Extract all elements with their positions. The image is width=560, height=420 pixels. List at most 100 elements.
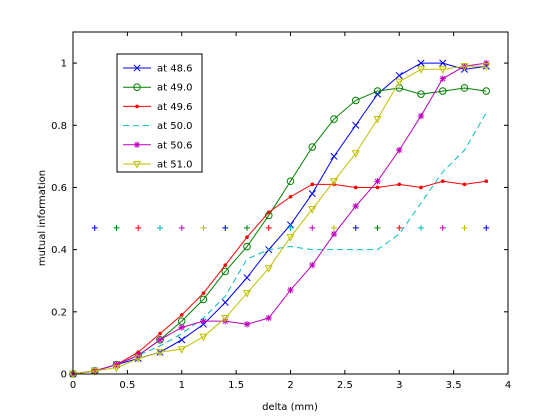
plus-marker bbox=[374, 224, 381, 231]
data-point bbox=[221, 267, 230, 276]
y-tick-label: 0.6 bbox=[51, 183, 67, 194]
legend-label: at 49.0 bbox=[157, 83, 193, 94]
data-point bbox=[353, 185, 358, 190]
data-point bbox=[373, 87, 382, 95]
data-point bbox=[460, 63, 469, 71]
data-point bbox=[352, 121, 360, 129]
series-3 bbox=[72, 112, 487, 375]
data-point bbox=[396, 146, 403, 154]
data-point bbox=[221, 314, 230, 323]
y-tick-label: 0.4 bbox=[51, 245, 67, 256]
legend-marker bbox=[132, 160, 142, 169]
data-point bbox=[134, 355, 143, 364]
y-tick-label: 1 bbox=[61, 59, 67, 70]
series-line bbox=[72, 62, 487, 375]
y-axis-label: mutual information bbox=[37, 170, 48, 266]
plus-marker bbox=[396, 224, 403, 231]
legend-item: at 49.6 bbox=[123, 102, 193, 113]
plus-marker bbox=[113, 224, 120, 231]
legend-label: at 51.0 bbox=[157, 160, 193, 171]
axes-layer: 0 0.5 1 1.5 2 2.5 3 3.5 4 0 0.2 0.4 0.6 0.8 1 bbox=[51, 31, 511, 391]
legend-box bbox=[116, 53, 203, 173]
data-point bbox=[310, 182, 315, 187]
data-point bbox=[330, 115, 338, 123]
data-point bbox=[243, 242, 251, 251]
plus-marker bbox=[309, 224, 316, 231]
legend-label: at 48.6 bbox=[157, 64, 193, 75]
data-point bbox=[178, 324, 185, 331]
plus-marker bbox=[178, 224, 185, 231]
data-point bbox=[264, 265, 273, 273]
plus-marker bbox=[287, 224, 294, 231]
x-axis-label: delta (mm) bbox=[262, 402, 318, 413]
data-point bbox=[330, 152, 338, 160]
legend-item: at 49.0 bbox=[123, 83, 193, 94]
y-tick-label: 0 bbox=[61, 370, 67, 381]
data-point bbox=[482, 87, 491, 95]
legend-item: at 48.6 bbox=[123, 64, 193, 75]
data-point bbox=[156, 336, 164, 344]
data-point bbox=[438, 87, 447, 95]
legend-item: at 51.0 bbox=[123, 160, 193, 171]
data-point bbox=[397, 182, 402, 187]
legend-marker bbox=[133, 141, 141, 148]
plus-marker bbox=[157, 224, 163, 231]
legend-label: at 49.6 bbox=[157, 102, 193, 113]
data-point bbox=[395, 71, 403, 80]
data-point bbox=[112, 364, 121, 373]
data-point bbox=[330, 230, 338, 238]
data-point bbox=[417, 90, 425, 98]
data-point bbox=[416, 66, 426, 74]
series-line bbox=[72, 180, 487, 375]
data-point bbox=[484, 179, 489, 184]
data-point bbox=[156, 336, 164, 343]
data-point bbox=[352, 202, 359, 210]
plus-marker bbox=[483, 224, 490, 231]
data-point bbox=[440, 179, 445, 184]
data-point bbox=[242, 290, 252, 298]
data-point bbox=[90, 367, 99, 376]
data-point bbox=[375, 185, 380, 190]
plus-marker bbox=[331, 224, 337, 231]
data-point bbox=[199, 295, 208, 304]
legend-marker bbox=[135, 104, 139, 109]
data-point bbox=[329, 178, 339, 186]
data-point bbox=[460, 84, 469, 92]
data-point bbox=[288, 194, 293, 199]
data-point bbox=[351, 96, 360, 105]
plus-marker bbox=[91, 224, 98, 231]
data-point bbox=[286, 177, 295, 186]
data-point bbox=[417, 112, 425, 120]
data-point bbox=[199, 333, 208, 342]
data-point bbox=[419, 185, 423, 190]
data-point bbox=[309, 261, 316, 269]
data-point bbox=[177, 346, 186, 354]
data-point bbox=[308, 206, 317, 214]
legend-label: at 50.0 bbox=[157, 121, 193, 132]
data-point bbox=[201, 291, 206, 295]
data-point bbox=[287, 286, 294, 294]
data-point bbox=[286, 221, 295, 229]
data-point bbox=[395, 78, 404, 87]
plus-marker bbox=[200, 224, 207, 231]
data-point bbox=[135, 352, 142, 359]
y-tick-label: 0.2 bbox=[51, 307, 67, 318]
data-point bbox=[373, 115, 382, 124]
data-point bbox=[265, 314, 272, 322]
legend-item: at 50.6 bbox=[123, 140, 193, 151]
data-point bbox=[462, 182, 467, 187]
data-point bbox=[308, 190, 316, 198]
plus-marker bbox=[461, 224, 468, 231]
series-line bbox=[72, 112, 487, 375]
x-tick-label: 3 bbox=[396, 380, 402, 391]
legend: at 48.6 at 49.0 at 49.6 at 50.0 at 50.6 at 51… bbox=[116, 53, 203, 173]
data-point bbox=[286, 234, 295, 242]
x-tick-label: 1.5 bbox=[228, 380, 244, 391]
data-point bbox=[179, 313, 184, 317]
data-point bbox=[438, 66, 447, 74]
series-5 bbox=[68, 63, 491, 379]
plus-marker bbox=[135, 224, 142, 231]
plus-marker bbox=[222, 224, 229, 231]
plus-marker bbox=[418, 224, 424, 231]
